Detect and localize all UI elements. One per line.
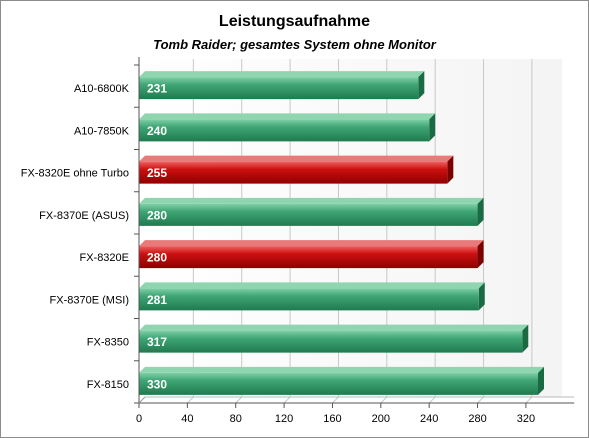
data-label: 281 <box>147 293 167 307</box>
tick-labels: 0 40 80 120 160 200 240 280 320 <box>136 413 535 425</box>
bar-top-face <box>139 197 484 204</box>
category-label: FX-8370E (MSI) <box>50 294 129 306</box>
bar-top-face <box>139 240 484 247</box>
bar-side-face <box>538 366 544 395</box>
tick-label: 280 <box>468 413 486 425</box>
tick-label: 80 <box>230 413 242 425</box>
category-label: FX-8150 <box>87 379 129 391</box>
data-label: 240 <box>147 124 167 138</box>
category-labels: A10-6800K A10-7850K FX-8320E ohne Turbo FX-… <box>21 83 130 391</box>
tick-label: 40 <box>181 413 193 425</box>
tick-label: 0 <box>136 413 142 425</box>
gridline-floor <box>187 396 194 404</box>
bar-front-face <box>139 246 478 269</box>
bar: 330 <box>139 366 544 395</box>
data-label: 280 <box>147 251 167 265</box>
bar-side-face <box>418 71 425 100</box>
tick-label: 320 <box>517 413 535 425</box>
chart-subtitle: Tomb Raider; gesamtes System ohne Monito… <box>153 37 436 52</box>
data-label: 330 <box>147 377 167 391</box>
gridline-floor <box>428 396 436 404</box>
bar-top-face <box>139 366 544 373</box>
bar-side-face <box>478 282 485 311</box>
bar-top-face <box>139 324 529 331</box>
category-label: FX-8320E <box>79 252 129 264</box>
bar: 281 <box>139 282 485 311</box>
data-label: 255 <box>147 166 167 180</box>
bar-front-face <box>139 119 430 142</box>
bar-front-face <box>139 161 448 184</box>
bar: 280 <box>139 240 484 269</box>
bar: 240 <box>139 113 436 142</box>
bar: 255 <box>139 155 454 184</box>
bar-side-face <box>477 197 484 226</box>
gridline-floor <box>477 396 484 404</box>
data-label: 317 <box>147 335 167 349</box>
bar-top-face <box>139 282 485 289</box>
chart-title: Leistungsaufnahme <box>218 13 371 30</box>
bar-front-face <box>139 372 538 395</box>
bar: 317 <box>139 324 529 353</box>
bar-front-face <box>139 77 419 100</box>
data-label: 280 <box>147 208 167 222</box>
gridline-floor <box>235 396 243 404</box>
bars: 231 240 255 280 280 281 317 330 <box>139 71 544 395</box>
data-label: 231 <box>147 82 167 96</box>
bar-top-face <box>139 155 454 162</box>
category-label: FX-8370E (ASUS) <box>39 210 129 222</box>
axes <box>134 57 575 408</box>
bar-side-face <box>447 155 454 184</box>
gridline-floor <box>283 396 291 404</box>
bar-side-face <box>522 324 529 353</box>
bar-top-face <box>139 113 436 120</box>
category-label: A10-7850K <box>74 125 130 137</box>
bar-side-face <box>429 113 436 142</box>
tick-label: 120 <box>275 413 293 425</box>
bar-front-face <box>139 203 478 226</box>
category-label: FX-8320E ohne Turbo <box>21 168 129 180</box>
gridline-floor <box>380 396 388 404</box>
category-label: FX-8350 <box>87 337 129 349</box>
tick-label: 200 <box>372 413 390 425</box>
category-label: A10-6800K <box>74 83 130 95</box>
bar-front-face <box>139 330 523 353</box>
gridline-floor <box>525 396 533 404</box>
bar: 231 <box>139 71 425 100</box>
bar: 280 <box>139 197 484 226</box>
floor-edge <box>138 396 146 404</box>
tick-label: 240 <box>420 413 438 425</box>
bar-front-face <box>139 288 479 311</box>
bar-side-face <box>477 240 484 269</box>
tick-label: 160 <box>323 413 341 425</box>
gridline-floor <box>332 396 339 404</box>
bar-top-face <box>139 71 425 78</box>
